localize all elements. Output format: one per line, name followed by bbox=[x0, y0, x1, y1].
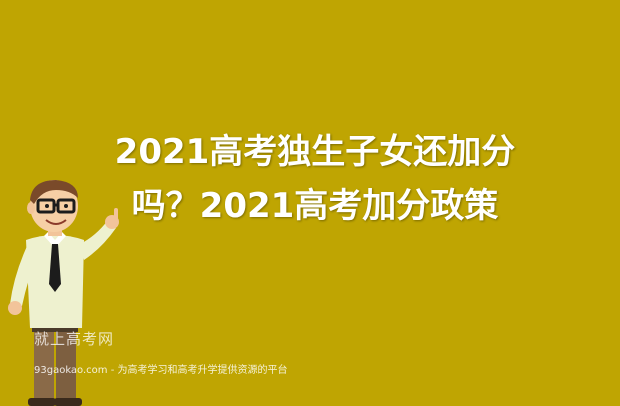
headline: 2021高考独生子女还加分 吗？2021高考加分政策 bbox=[70, 125, 560, 233]
headline-line-2: 吗？2021高考加分政策 bbox=[131, 186, 499, 226]
watermark-tagline: 93gaokao.com - 为高考学习和高考升学提供资源的平台 bbox=[34, 365, 288, 376]
teacher-with-glasses-pointing-icon bbox=[8, 180, 119, 406]
watermark-brand: 就上高考网 bbox=[34, 330, 115, 348]
headline-line-1: 2021高考独生子女还加分 bbox=[114, 132, 516, 172]
